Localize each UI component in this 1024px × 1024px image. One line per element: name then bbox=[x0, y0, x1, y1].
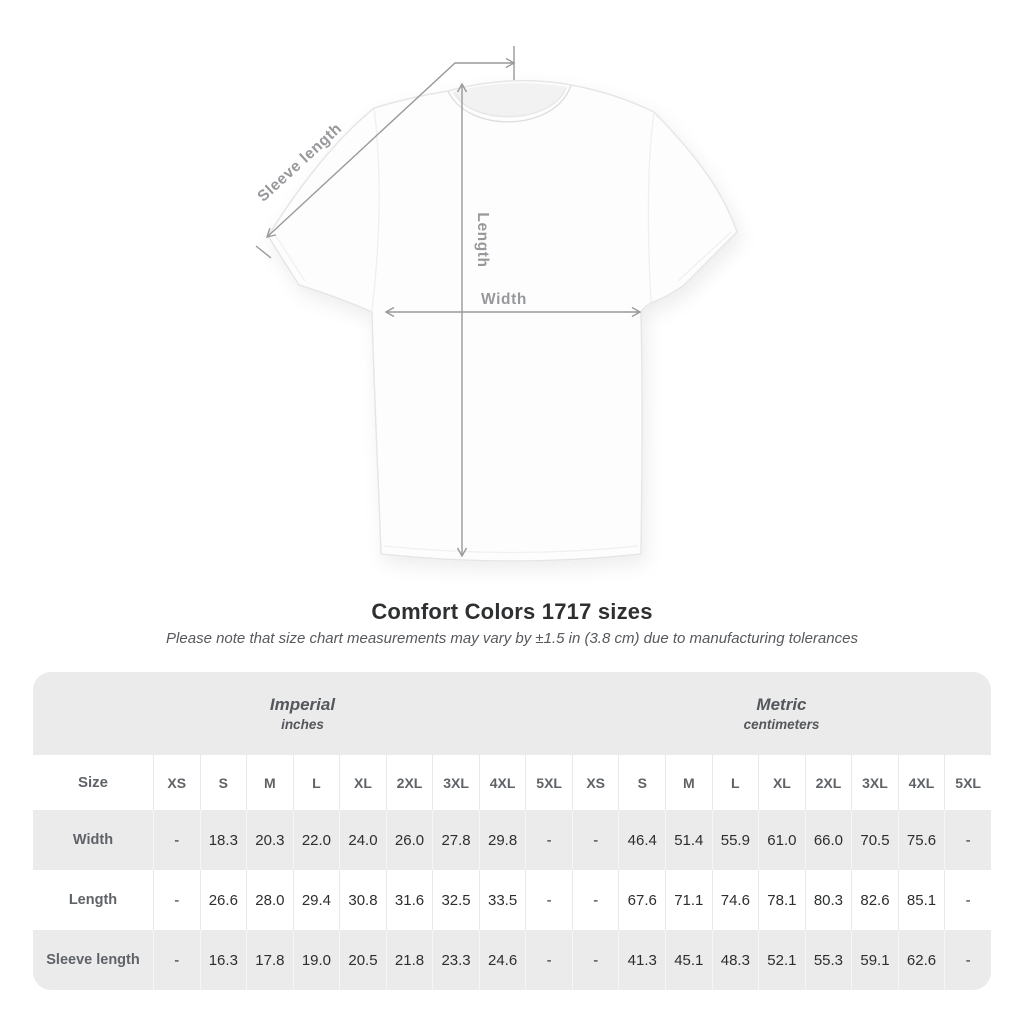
size-value-cell: 61.0 bbox=[758, 810, 805, 870]
size-value-cell: 67.6 bbox=[618, 870, 666, 930]
size-value-cell: 29.4 bbox=[292, 870, 340, 930]
size-header-2xl: 2XL bbox=[385, 755, 433, 810]
size-value-cell: 16.3 bbox=[199, 930, 247, 990]
metric-label: Metric bbox=[756, 694, 807, 714]
metric-header: Metric centimeters bbox=[571, 672, 991, 755]
page-title: Comfort Colors 1717 sizes bbox=[371, 599, 653, 624]
size-value-cell: 23.3 bbox=[432, 930, 479, 990]
sleeve-length-arrow bbox=[255, 46, 516, 259]
size-value-cell: 41.3 bbox=[618, 930, 666, 990]
size-header-4xl: 4XL bbox=[478, 755, 526, 810]
imperial-header: Imperial inches bbox=[33, 672, 572, 755]
size-value-cell: 52.1 bbox=[758, 930, 805, 990]
size-value-cell: 27.8 bbox=[432, 810, 479, 870]
size-header-row: Size XS S M L XL 2XL 3XL 4XL 5XL XS S M L XL 2XL 3XL 4XL 5… bbox=[33, 755, 991, 810]
size-value-cell: - bbox=[944, 810, 991, 870]
size-value-cell: 26.0 bbox=[385, 810, 433, 870]
size-value-cell: - bbox=[153, 810, 200, 870]
tolerance-note: Please note that size chart measurements… bbox=[166, 630, 858, 647]
size-value-cell: - bbox=[525, 870, 572, 930]
size-value-cell: 33.5 bbox=[478, 870, 526, 930]
imperial-label: Imperial bbox=[269, 694, 336, 714]
size-header-l: L bbox=[292, 755, 340, 810]
size-header-s: S bbox=[199, 755, 247, 810]
table-row: Length -26.6 28.0 29.4 30.8 31.6 32.5 33.5- -67.… bbox=[33, 870, 991, 930]
size-header-3xl: 3XL bbox=[432, 755, 479, 810]
size-value-cell: 62.6 bbox=[897, 930, 945, 990]
row-label: Length bbox=[33, 870, 153, 930]
width-label: Width bbox=[481, 291, 527, 308]
size-value-cell: 70.5 bbox=[851, 810, 898, 870]
size-header-5xl: 5XL bbox=[944, 755, 991, 810]
size-header-xs: XS bbox=[571, 755, 619, 810]
size-value-cell: 18.3 bbox=[199, 810, 247, 870]
size-value-cell: 21.8 bbox=[385, 930, 433, 990]
size-table-body: Width -18.3 20.3 22.0 24.0 26.0 27.8 29.8- -46.4… bbox=[33, 810, 991, 990]
size-value-cell: 75.6 bbox=[897, 810, 945, 870]
size-value-cell: 20.3 bbox=[246, 810, 293, 870]
size-value-cell: - bbox=[571, 930, 619, 990]
size-header-5xl: 5XL bbox=[525, 755, 572, 810]
size-value-cell: 55.9 bbox=[711, 810, 759, 870]
size-header-xs: XS bbox=[153, 755, 200, 810]
size-header-2xl: 2XL bbox=[804, 755, 852, 810]
size-value-cell: 46.4 bbox=[618, 810, 666, 870]
table-row: Width -18.3 20.3 22.0 24.0 26.0 27.8 29.8- -46.4… bbox=[33, 810, 991, 870]
size-header-m: M bbox=[665, 755, 712, 810]
size-header-l: L bbox=[711, 755, 759, 810]
size-value-cell: 24.6 bbox=[478, 930, 526, 990]
size-value-cell: - bbox=[944, 870, 991, 930]
size-value-cell: 22.0 bbox=[292, 810, 340, 870]
size-value-cell: 85.1 bbox=[897, 870, 945, 930]
size-value-cell: 74.6 bbox=[711, 870, 759, 930]
size-value-cell: 30.8 bbox=[339, 870, 386, 930]
size-value-cell: 24.0 bbox=[339, 810, 386, 870]
size-header-4xl: 4XL bbox=[897, 755, 945, 810]
size-value-cell: 71.1 bbox=[665, 870, 712, 930]
imperial-unit-label: inches bbox=[281, 716, 324, 732]
size-value-cell: - bbox=[571, 810, 619, 870]
size-value-cell: 31.6 bbox=[385, 870, 433, 930]
size-value-cell: 45.1 bbox=[665, 930, 712, 990]
size-value-cell: 20.5 bbox=[339, 930, 386, 990]
row-label: Sleeve length bbox=[33, 930, 153, 990]
tshirt-diagram: Sleeve length Length Width bbox=[255, 46, 738, 562]
size-header-xl: XL bbox=[758, 755, 805, 810]
size-value-cell: 48.3 bbox=[711, 930, 759, 990]
size-value-cell: 78.1 bbox=[758, 870, 805, 930]
size-value-cell: 19.0 bbox=[292, 930, 340, 990]
unit-header-row: Imperial inches Metric centimeters bbox=[33, 672, 991, 755]
size-table: Imperial inches Metric centimeters Size X… bbox=[33, 672, 991, 990]
size-value-cell: - bbox=[153, 930, 200, 990]
tshirt-image bbox=[267, 79, 738, 562]
length-label: Length bbox=[474, 212, 491, 267]
size-value-cell: - bbox=[944, 930, 991, 990]
size-value-cell: 80.3 bbox=[804, 870, 852, 930]
size-value-cell: 26.6 bbox=[199, 870, 247, 930]
size-value-cell: - bbox=[571, 870, 619, 930]
size-value-cell: - bbox=[525, 930, 572, 990]
size-value-cell: 17.8 bbox=[246, 930, 293, 990]
size-value-cell: 82.6 bbox=[851, 870, 898, 930]
metric-unit-label: centimeters bbox=[743, 716, 820, 732]
row-label: Width bbox=[33, 810, 153, 870]
size-column-header: Size bbox=[33, 755, 153, 810]
size-value-cell: 55.3 bbox=[804, 930, 852, 990]
size-value-cell: 51.4 bbox=[665, 810, 712, 870]
size-header-m: M bbox=[246, 755, 293, 810]
size-header-xl: XL bbox=[339, 755, 386, 810]
size-value-cell: 28.0 bbox=[246, 870, 293, 930]
size-value-cell: - bbox=[153, 870, 200, 930]
size-value-cell: 29.8 bbox=[478, 810, 526, 870]
size-value-cell: 32.5 bbox=[432, 870, 479, 930]
size-value-cell: - bbox=[525, 810, 572, 870]
size-value-cell: 59.1 bbox=[851, 930, 898, 990]
size-header-3xl: 3XL bbox=[851, 755, 898, 810]
size-header-s: S bbox=[618, 755, 666, 810]
table-row: Sleeve length -16.3 17.8 19.0 20.5 21.8 23.3 24… bbox=[33, 930, 991, 990]
size-value-cell: 66.0 bbox=[804, 810, 852, 870]
